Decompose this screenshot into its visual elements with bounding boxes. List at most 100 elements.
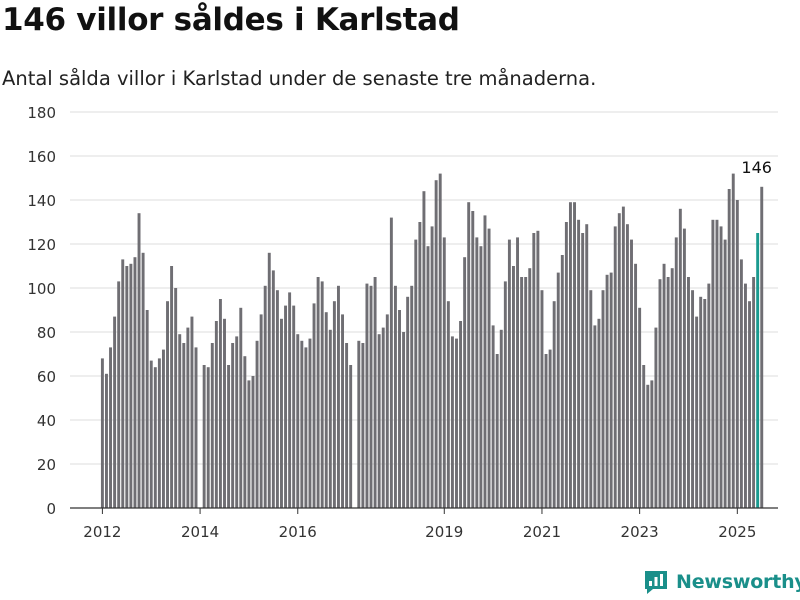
chart-title: 146 villor såldes i Karlstad <box>2 2 460 38</box>
x-tick-label: 2014 <box>181 523 219 541</box>
bar <box>271 270 275 508</box>
bar <box>568 202 572 508</box>
bar <box>251 376 255 508</box>
bar <box>170 266 174 508</box>
bar <box>227 365 231 508</box>
bar <box>731 173 735 508</box>
bar <box>300 340 304 508</box>
bar <box>308 338 312 508</box>
brand-logo: Newsworthy <box>644 569 800 595</box>
bar <box>129 263 133 508</box>
bar <box>393 285 397 508</box>
bar <box>455 338 458 508</box>
bar <box>259 314 263 508</box>
bar <box>304 347 308 508</box>
bar <box>442 237 446 508</box>
bar <box>601 290 605 508</box>
bar <box>182 343 186 508</box>
bar <box>414 239 418 508</box>
y-tick-label: 20 <box>37 456 56 474</box>
bar <box>312 303 316 508</box>
y-tick-label: 60 <box>37 368 56 386</box>
bar <box>284 305 288 508</box>
x-tick-label: 2023 <box>621 523 659 541</box>
bar <box>141 252 145 508</box>
bar <box>548 349 552 508</box>
bar <box>727 189 731 508</box>
bar <box>125 266 129 508</box>
bar <box>617 213 621 508</box>
bar <box>524 277 528 508</box>
bar <box>418 222 422 508</box>
bar <box>613 226 617 508</box>
x-tick-label: 2025 <box>718 523 756 541</box>
bar <box>760 186 764 509</box>
bar <box>577 219 581 509</box>
bar <box>292 305 296 508</box>
bar <box>385 314 389 508</box>
bar <box>389 217 393 508</box>
bar <box>503 281 507 508</box>
bar <box>153 367 157 508</box>
bar <box>678 208 682 509</box>
bar <box>100 358 104 508</box>
bar <box>650 380 654 508</box>
bar <box>422 191 426 508</box>
bar <box>113 316 117 508</box>
bar <box>752 277 756 508</box>
bar <box>507 239 511 508</box>
bar <box>377 334 381 508</box>
bar <box>625 224 629 508</box>
bar <box>467 202 471 508</box>
bar <box>133 257 137 508</box>
bar <box>670 268 674 508</box>
bar <box>459 321 463 508</box>
bar-chart: 0 20 40 60 80 100 120 140 160 180 2012 2014 2016 2019… <box>27 104 778 541</box>
bar <box>426 246 430 508</box>
bar <box>341 314 344 508</box>
bar <box>642 365 646 508</box>
bar <box>646 384 650 508</box>
bar <box>121 259 125 508</box>
bar <box>658 279 662 508</box>
bar <box>206 367 210 508</box>
bar <box>581 233 585 508</box>
newsworthy-logo-icon <box>645 571 667 594</box>
bar <box>365 283 369 508</box>
x-tick-label: 2016 <box>279 523 317 541</box>
bar <box>573 202 576 508</box>
bar <box>589 290 593 508</box>
bar <box>605 274 609 508</box>
bar <box>666 277 670 508</box>
bar <box>621 206 625 508</box>
bar <box>267 252 271 508</box>
bar <box>235 336 239 508</box>
bar <box>263 285 267 508</box>
y-tick-label: 120 <box>27 236 56 254</box>
bar <box>638 307 642 508</box>
bar <box>483 215 487 508</box>
bar <box>438 173 442 508</box>
bar <box>707 283 711 508</box>
bar <box>695 316 699 508</box>
bar <box>357 340 361 508</box>
bar <box>699 296 703 508</box>
y-tick-label: 80 <box>37 324 56 342</box>
bar <box>402 332 406 508</box>
bar <box>682 228 686 508</box>
bar <box>332 301 336 508</box>
bar <box>446 301 450 508</box>
bar <box>223 318 226 508</box>
bar <box>499 329 503 508</box>
brand-name: Newsworthy <box>676 571 800 593</box>
bar <box>324 312 328 508</box>
bar <box>288 292 292 508</box>
bar <box>218 299 222 508</box>
bar <box>105 373 108 508</box>
bar <box>434 180 438 508</box>
bar <box>450 336 454 508</box>
bar <box>609 272 613 508</box>
bar <box>739 259 743 508</box>
bar <box>369 285 373 508</box>
bar <box>654 327 658 508</box>
